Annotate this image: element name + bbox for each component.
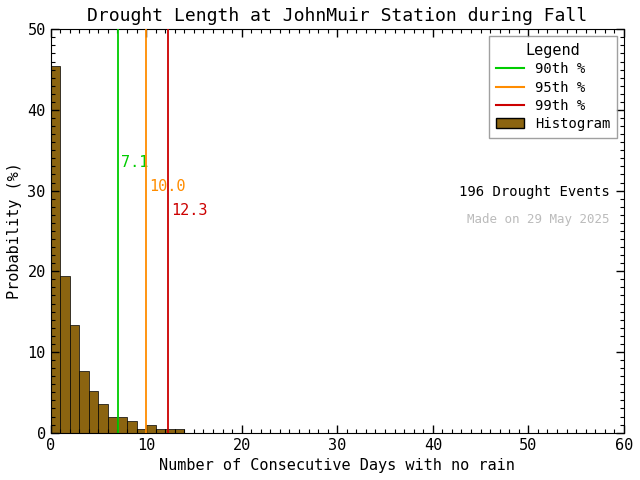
Bar [146, 425, 156, 432]
Bar [70, 325, 79, 432]
Bar [127, 420, 136, 432]
Text: Made on 29 May 2025: Made on 29 May 2025 [467, 213, 609, 226]
Bar [108, 417, 118, 432]
Bar [118, 417, 127, 432]
Bar [165, 429, 175, 432]
Text: 196 Drought Events: 196 Drought Events [459, 185, 609, 199]
Bar [79, 371, 89, 432]
Bar [156, 429, 165, 432]
Bar [175, 429, 184, 432]
Bar [136, 429, 146, 432]
Title: Drought Length at JohnMuir Station during Fall: Drought Length at JohnMuir Station durin… [87, 7, 588, 25]
Bar [60, 276, 70, 432]
Legend: 90th %, 95th %, 99th %, Histogram: 90th %, 95th %, 99th %, Histogram [489, 36, 617, 138]
X-axis label: Number of Consecutive Days with no rain: Number of Consecutive Days with no rain [159, 458, 515, 473]
Text: 12.3: 12.3 [171, 204, 207, 218]
Bar [99, 404, 108, 432]
Bar [51, 66, 60, 432]
Y-axis label: Probability (%): Probability (%) [7, 163, 22, 300]
Text: 10.0: 10.0 [149, 179, 186, 194]
Bar [89, 392, 99, 432]
Text: 7.1: 7.1 [122, 155, 148, 170]
